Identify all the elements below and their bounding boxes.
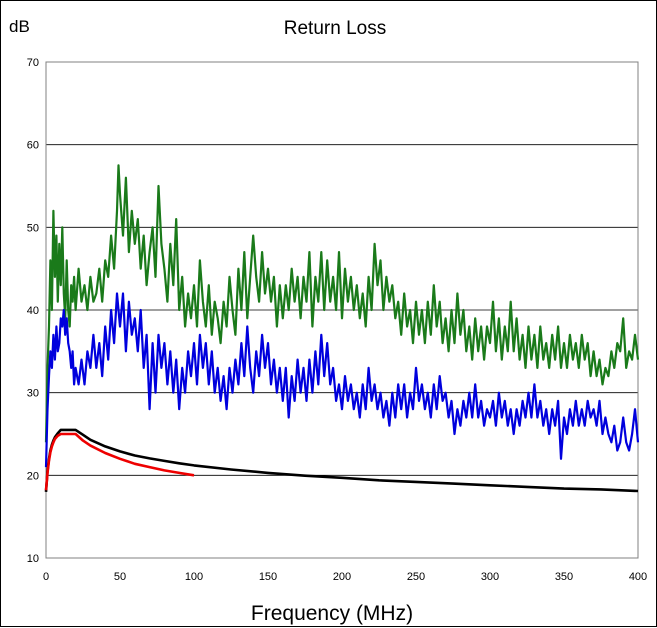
y-tick-label: 40 [27,305,39,317]
x-tick-label: 50 [114,571,126,583]
y-axis-ticks: 10 20 30 40 50 60 70 [27,57,39,565]
y-tick-label: 20 [27,470,39,482]
y-axis-label: dB [9,17,30,36]
x-tick-label: 350 [555,571,573,583]
series-line-2 [44,292,640,468]
y-tick-label: 60 [27,140,39,152]
x-tick-label: 200 [333,571,351,583]
y-tick-label: 70 [27,57,39,69]
x-tick-label: 300 [481,571,499,583]
x-axis-label: Frequency (MHz) [251,602,413,625]
series-line-3 [44,428,639,493]
x-tick-label: 0 [43,571,49,583]
chart-title: Return Loss [284,18,386,39]
y-tick-label: 10 [27,553,39,565]
x-tick-label: 150 [259,571,277,583]
x-tick-label: 100 [185,571,203,583]
x-tick-label: 250 [407,571,425,583]
x-tick-label: 400 [629,571,647,583]
series-line-4 [44,432,195,491]
series-line-1 [44,164,640,443]
plot-area [45,61,639,559]
y-tick-label: 50 [27,222,39,234]
x-axis-ticks: 0 50 100 150 200 250 300 350 400 [43,571,647,583]
series-lines [44,164,640,493]
y-tick-label: 30 [27,388,39,400]
